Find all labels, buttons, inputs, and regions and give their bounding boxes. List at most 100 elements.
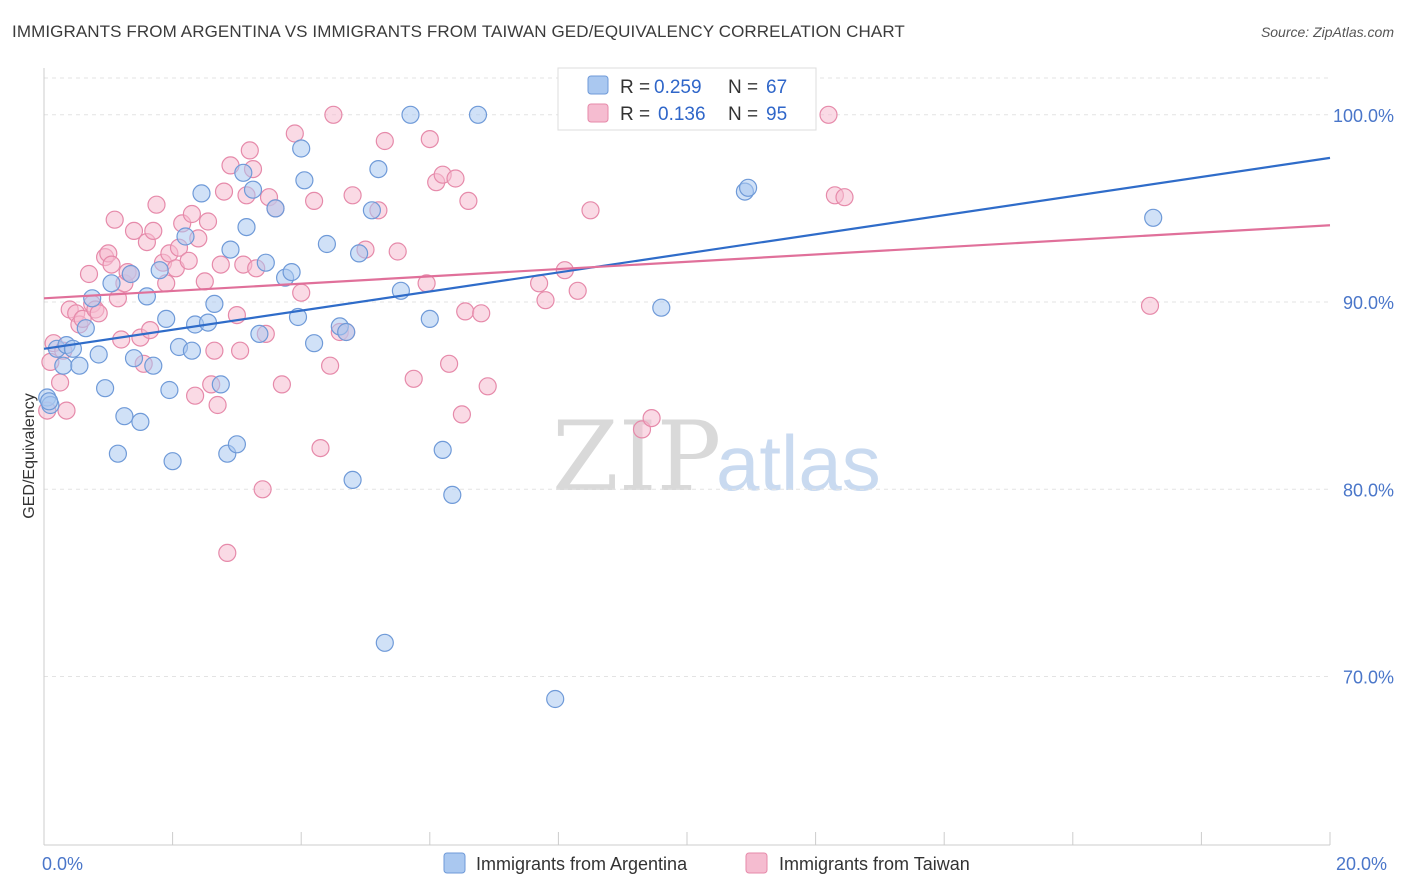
point-argentina-12 xyxy=(108,444,128,463)
point-argentina-38 xyxy=(256,253,275,272)
point-taiwan-92 xyxy=(642,409,661,428)
point-argentina-8 xyxy=(83,289,102,308)
legend-r-label-argentina: R = xyxy=(620,77,650,98)
point-argentina-34 xyxy=(234,163,253,182)
point-taiwan-27 xyxy=(141,321,160,340)
legend-n-label-taiwan: N = xyxy=(728,104,758,125)
point-taiwan-3 xyxy=(50,373,70,392)
point-argentina-33 xyxy=(227,435,246,454)
point-argentina-39 xyxy=(266,199,285,218)
point-argentina-56 xyxy=(420,309,439,328)
point-argentina-29 xyxy=(205,294,224,313)
point-taiwan-76 xyxy=(420,130,439,149)
point-taiwan-82 xyxy=(456,302,475,321)
point-taiwan-19 xyxy=(112,330,131,349)
point-taiwan-72 xyxy=(375,131,394,151)
point-taiwan-43 xyxy=(205,341,224,360)
y-tick-labels: 70.0% 80.0% 90.0% 100.0% xyxy=(1333,106,1394,688)
point-argentina-25 xyxy=(182,341,201,360)
x-axis-ticks xyxy=(172,832,1331,845)
point-argentina-41 xyxy=(282,263,301,282)
x-tick-label-max: 20.0% xyxy=(1336,854,1387,874)
point-argentina-43 xyxy=(292,139,311,158)
point-taiwan-53 xyxy=(240,141,259,160)
point-taiwan-28 xyxy=(144,221,163,240)
point-argentina-58 xyxy=(443,485,462,504)
point-taiwan-60 xyxy=(272,375,291,394)
legend-bottom-swatch-argentina xyxy=(443,852,466,874)
y-tick-label-90: 90.0% xyxy=(1343,293,1394,313)
point-taiwan-62 xyxy=(292,283,311,302)
y-tick-label-70: 70.0% xyxy=(1343,667,1394,687)
legend-n-value-taiwan: 95 xyxy=(766,104,787,125)
point-taiwan-86 xyxy=(529,274,549,293)
legend-bottom-label-taiwan: Immigrants from Taiwan xyxy=(779,854,970,874)
point-argentina-60 xyxy=(546,689,565,709)
legend-bottom-swatch-taiwan xyxy=(745,852,768,874)
point-argentina-50 xyxy=(350,244,369,263)
legend-n-label-argentina: N = xyxy=(728,77,758,98)
point-argentina-51 xyxy=(362,201,381,220)
point-taiwan-47 xyxy=(218,543,237,563)
y-tick-label-100: 100.0% xyxy=(1333,106,1394,126)
point-argentina-9 xyxy=(89,345,108,364)
point-argentina-13 xyxy=(115,407,134,426)
source-label: Source: ZipAtlas.com xyxy=(1260,24,1394,40)
point-argentina-17 xyxy=(137,287,156,306)
legend-r-value-taiwan: 0.136 xyxy=(658,104,706,125)
point-argentina-24 xyxy=(176,227,195,246)
point-argentina-11 xyxy=(102,274,121,293)
point-taiwan-90 xyxy=(581,201,600,220)
y-axis-label: GED/Equivalency xyxy=(21,393,38,518)
legend-series: Immigrants from Argentina Immigrants fro… xyxy=(443,852,970,874)
point-argentina-21 xyxy=(160,380,179,400)
legend-n-value-argentina: 67 xyxy=(766,77,787,98)
point-taiwan-79 xyxy=(440,354,459,373)
point-taiwan-63 xyxy=(305,191,324,210)
point-argentina-37 xyxy=(250,324,269,343)
point-taiwan-17 xyxy=(105,210,124,229)
point-taiwan-85 xyxy=(478,377,497,396)
point-argentina-30 xyxy=(211,375,230,394)
point-argentina-27 xyxy=(192,184,211,203)
point-argentina-10 xyxy=(95,379,115,398)
point-argentina-48 xyxy=(337,322,356,342)
legend-r-label-taiwan: R = xyxy=(620,104,650,125)
point-argentina-20 xyxy=(157,309,176,328)
point-argentina-57 xyxy=(433,440,452,459)
point-argentina-7 xyxy=(76,319,95,338)
point-argentina-22 xyxy=(163,452,182,471)
legend-r-value-argentina: 0.259 xyxy=(654,77,702,98)
point-argentina-14 xyxy=(121,264,140,284)
point-taiwan-56 xyxy=(253,480,272,499)
point-taiwan-64 xyxy=(311,439,330,458)
series-taiwan-points xyxy=(38,105,1160,563)
point-taiwan-29 xyxy=(147,195,166,214)
point-taiwan-83 xyxy=(459,191,478,210)
point-argentina-32 xyxy=(221,240,240,259)
point-argentina-45 xyxy=(305,334,324,353)
point-argentina-53 xyxy=(375,633,394,652)
point-taiwan-36 xyxy=(179,251,198,270)
point-taiwan-45 xyxy=(211,255,230,274)
point-taiwan-87 xyxy=(536,291,555,310)
point-taiwan-81 xyxy=(452,405,471,424)
point-taiwan-10 xyxy=(79,264,99,284)
point-argentina-62 xyxy=(652,298,671,317)
trend-line-taiwan xyxy=(43,224,1331,300)
point-taiwan-23 xyxy=(124,221,144,240)
point-taiwan-65 xyxy=(321,356,340,375)
point-argentina-6 xyxy=(70,356,89,375)
point-argentina-18 xyxy=(144,356,163,375)
point-argentina-16 xyxy=(131,412,150,431)
point-argentina-65 xyxy=(1144,208,1163,227)
legend-swatch-argentina xyxy=(587,75,609,95)
point-taiwan-69 xyxy=(343,186,362,205)
point-argentina-19 xyxy=(150,261,169,280)
legend-swatch-taiwan xyxy=(587,103,609,123)
point-taiwan-66 xyxy=(324,105,343,124)
point-taiwan-80 xyxy=(446,169,465,188)
point-argentina-46 xyxy=(317,234,336,254)
point-argentina-55 xyxy=(401,105,420,124)
